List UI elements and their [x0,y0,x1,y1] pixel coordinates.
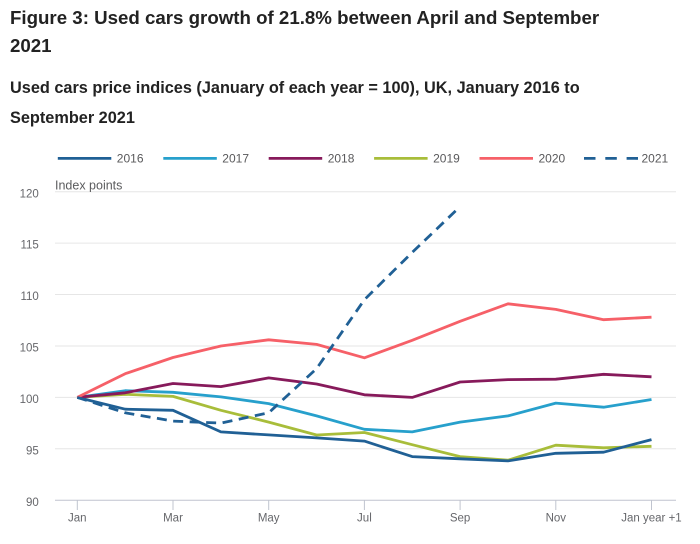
svg-text:95: 95 [26,445,39,457]
svg-text:2019: 2019 [433,152,460,166]
svg-text:2016: 2016 [117,152,144,166]
svg-text:2017: 2017 [222,152,249,166]
svg-text:110: 110 [20,291,38,303]
svg-text:Mar: Mar [163,512,183,524]
svg-text:90: 90 [26,497,39,509]
svg-text:2021: 2021 [642,152,669,166]
svg-text:Nov: Nov [546,512,567,524]
svg-text:105: 105 [20,343,39,355]
svg-text:100: 100 [20,394,39,406]
svg-text:Jan: Jan [68,512,87,524]
svg-text:Sep: Sep [450,512,470,524]
svg-text:115: 115 [20,240,38,252]
svg-text:Jul: Jul [357,512,372,524]
svg-text:2020: 2020 [539,152,566,166]
svg-text:120: 120 [20,188,39,200]
svg-text:Jan year +1: Jan year +1 [621,512,681,524]
svg-text:May: May [258,512,280,524]
svg-text:Index points: Index points [55,179,122,193]
svg-text:2018: 2018 [328,152,355,166]
